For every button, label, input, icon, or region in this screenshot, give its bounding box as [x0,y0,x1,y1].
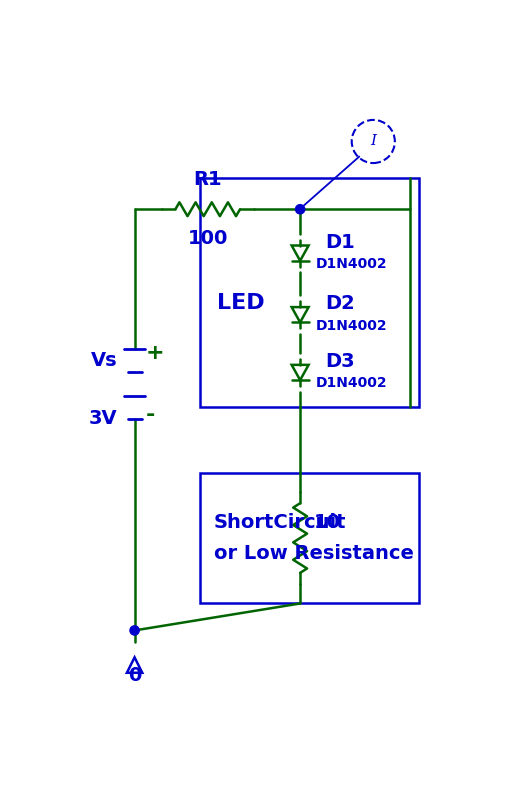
Text: I: I [370,134,376,148]
Text: 0: 0 [128,666,141,685]
Text: 100: 100 [187,229,228,248]
Text: D1N4002: D1N4002 [315,376,387,391]
Text: Vs: Vs [91,352,118,371]
Text: LED: LED [217,293,265,313]
Text: D1N4002: D1N4002 [315,318,387,333]
Text: D2: D2 [325,295,354,314]
Text: R1: R1 [194,171,222,190]
Text: D1N4002: D1N4002 [315,257,387,271]
Text: 10: 10 [314,513,341,532]
Text: or Low Resistance: or Low Resistance [214,544,414,563]
Text: 3V: 3V [89,409,118,428]
Text: D1: D1 [325,233,354,252]
Circle shape [295,205,305,214]
Text: +: + [145,343,164,363]
Text: ShortCircuit: ShortCircuit [214,513,347,532]
Circle shape [130,626,139,635]
Text: -: - [145,405,155,425]
Text: D3: D3 [325,353,354,372]
